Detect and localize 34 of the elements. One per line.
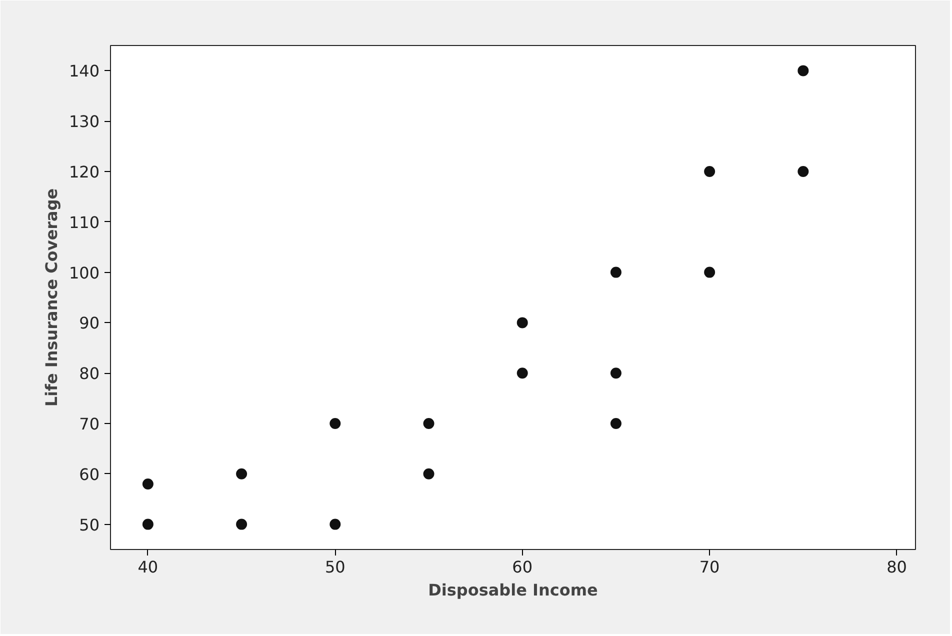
point [142, 518, 154, 530]
point [423, 468, 434, 480]
point [330, 418, 341, 429]
x-tick-label: 40 [138, 558, 158, 576]
point [236, 518, 248, 530]
y-tick-label: 100 [68, 263, 100, 282]
point [516, 317, 528, 328]
point [704, 266, 716, 278]
x-tick-label: 50 [324, 558, 346, 576]
y-tick-label: 60 [79, 464, 100, 484]
y-axis-title: Life Insurance Coverage [42, 188, 61, 407]
point [236, 468, 248, 480]
point [610, 266, 622, 278]
y-tick-label: 130 [68, 112, 100, 132]
point [798, 65, 809, 76]
point [704, 166, 716, 177]
y-tick-label: 70 [79, 414, 100, 434]
y-tick-label: 110 [68, 212, 100, 232]
point [610, 368, 622, 379]
point [142, 478, 154, 490]
x-tick-label: 80 [886, 558, 907, 576]
point [330, 518, 341, 530]
point [423, 418, 434, 429]
point [516, 368, 528, 379]
y-tick-label: 80 [79, 364, 100, 384]
y-tick-label: 50 [79, 515, 100, 534]
y-tick-label: 140 [68, 62, 100, 81]
y-tick-label: 90 [79, 314, 100, 333]
point [798, 166, 809, 177]
y-tick-label: 120 [68, 162, 100, 182]
x-tick-label: 60 [512, 558, 533, 576]
point [610, 418, 622, 429]
x-tick-label: 70 [699, 558, 720, 576]
x-axis-title: Disposable Income [428, 580, 598, 600]
